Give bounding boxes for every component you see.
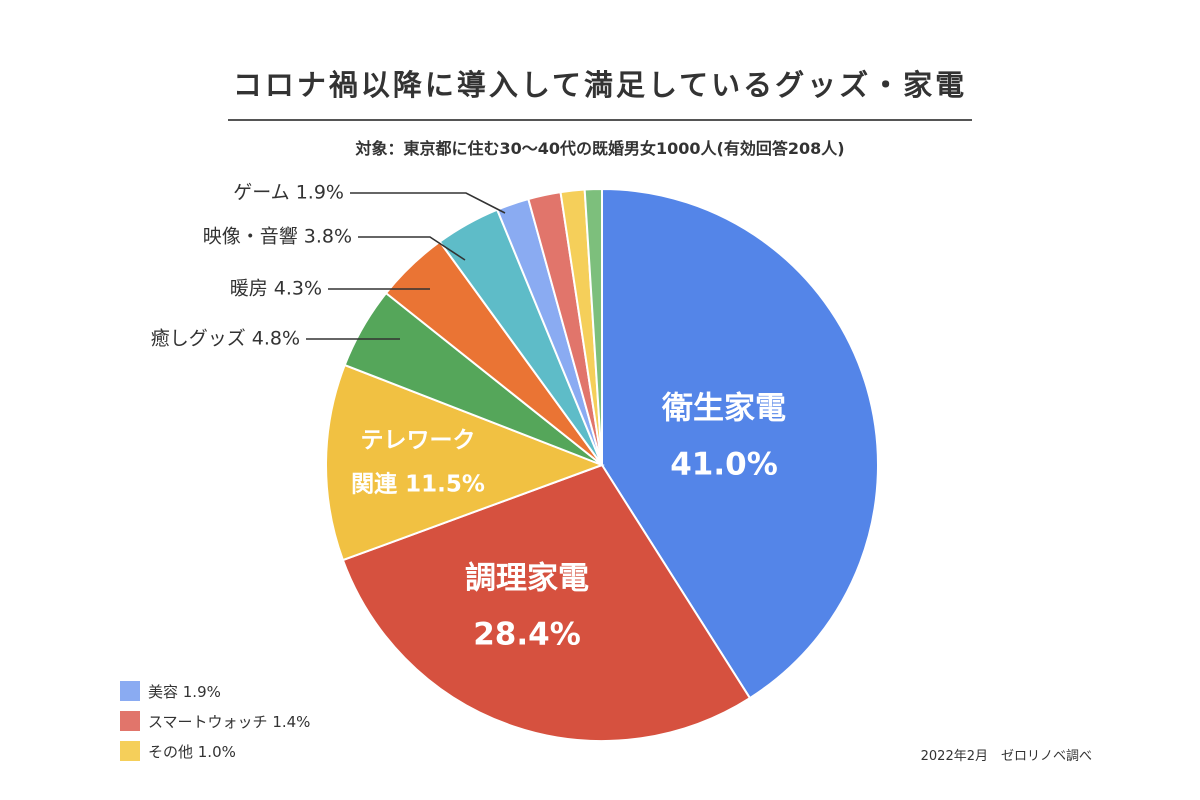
- pie-slice-9: [583, 187, 603, 466]
- slice-label: 28.4%: [473, 617, 581, 653]
- pie-slice-0: [601, 187, 879, 700]
- legend-swatch: [120, 711, 140, 731]
- pie-slices: [325, 187, 879, 742]
- legend-item-beauty: 美容 1.9%: [120, 676, 310, 706]
- legend-label: 美容 1.9%: [148, 682, 221, 701]
- legend-label: スマートウォッチ 1.4%: [148, 712, 311, 731]
- callout-leader-line: [358, 236, 466, 261]
- title-divider: [228, 119, 972, 121]
- callout-label: 映像・音響 3.8%: [203, 226, 352, 248]
- pie-slice-2: [325, 363, 605, 562]
- slice-label: 調理家電: [465, 561, 589, 597]
- source-note: 2022年2月 ゼロリノベ調べ: [920, 749, 1092, 764]
- legend-item-smartwatch: スマートウォッチ 1.4%: [120, 706, 310, 736]
- pie-slice-1: [341, 463, 752, 742]
- slice-label: 衛生家電: [661, 391, 786, 427]
- legend-label: その他 1.0%: [148, 742, 236, 761]
- slice-label: テレワーク: [361, 428, 476, 454]
- legend-swatch: [120, 681, 140, 701]
- callout-leader-line: [350, 192, 506, 214]
- callout-label: 暖房 4.3%: [230, 278, 322, 300]
- legend: 美容 1.9% スマートウォッチ 1.4% その他 1.0%: [120, 676, 310, 766]
- callout-label: 癒しグッズ 4.8%: [151, 328, 300, 350]
- callout-label: ゲーム 1.9%: [233, 182, 344, 204]
- legend-item-other: その他 1.0%: [120, 736, 310, 766]
- chart-title: コロナ禍以降に導入して満足しているグッズ・家電: [232, 68, 968, 102]
- slice-label: 41.0%: [670, 447, 778, 483]
- slice-label: 関連 11.5%: [351, 472, 485, 498]
- legend-swatch: [120, 741, 140, 761]
- chart-subtitle: 対象：東京都に住む30～40代の既婚男女1000人(有効回答208人): [355, 139, 845, 158]
